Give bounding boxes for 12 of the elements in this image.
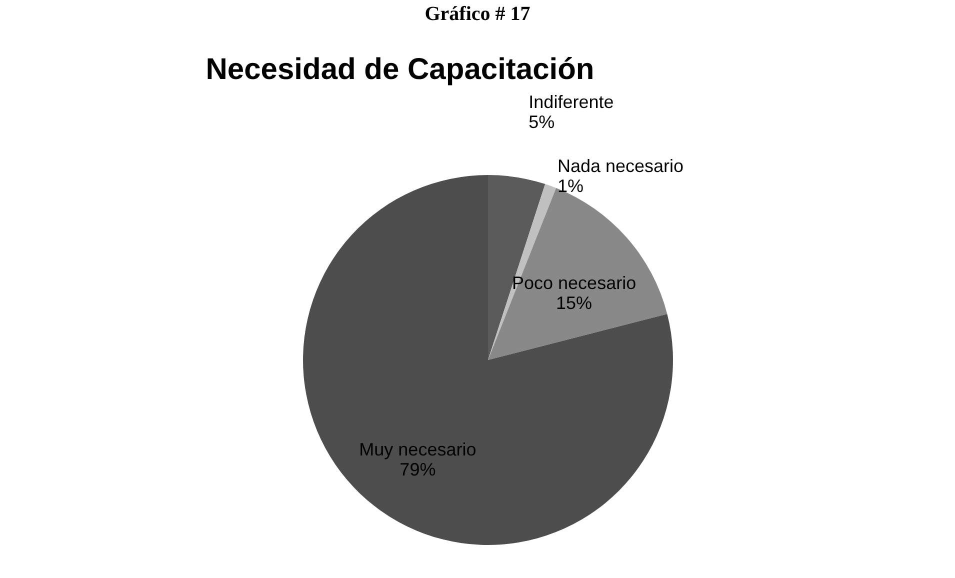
- data-label: 5%: [528, 112, 555, 132]
- data-label: 79%: [400, 460, 436, 480]
- pie-slice: [303, 175, 673, 545]
- data-label: 15%: [556, 293, 592, 314]
- text: Gráfico # 17: [424, 3, 530, 25]
- slice-label: Nada necesario: [557, 156, 684, 176]
- slice-label: Indiferente: [528, 92, 614, 112]
- slice-label: Muy necesario: [359, 440, 476, 460]
- chart-title: Necesidad de Capacitación: [206, 53, 594, 86]
- pie-slice: [488, 184, 556, 360]
- data-label: 1%: [557, 176, 584, 196]
- slice-label: Poco necesario: [512, 273, 636, 294]
